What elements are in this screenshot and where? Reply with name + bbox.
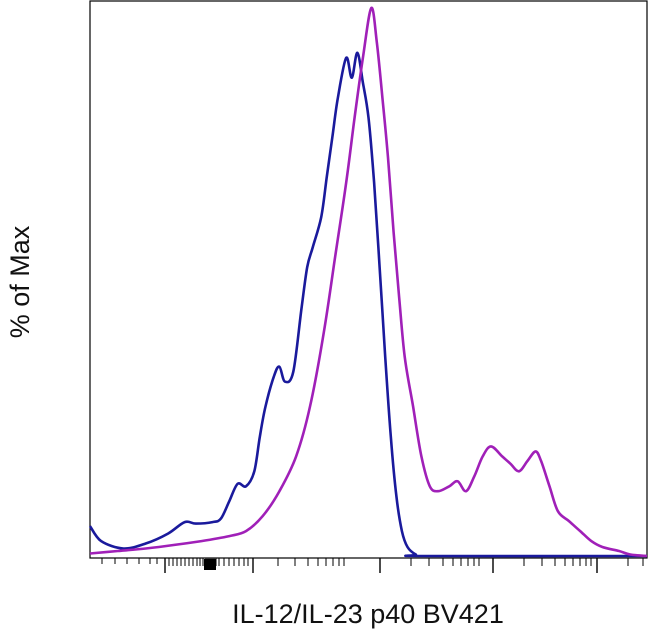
y-axis-label: % of Max bbox=[5, 225, 35, 338]
x-axis-ticks bbox=[101, 558, 644, 573]
x-axis-label: IL-12/IL-23 p40 BV421 bbox=[232, 599, 504, 629]
series-layer bbox=[88, 6, 648, 558]
series-line-2 bbox=[89, 6, 648, 558]
plot-frame bbox=[89, 0, 648, 559]
x-tick-cluster-block bbox=[204, 559, 216, 570]
series-line-1 bbox=[88, 51, 648, 558]
